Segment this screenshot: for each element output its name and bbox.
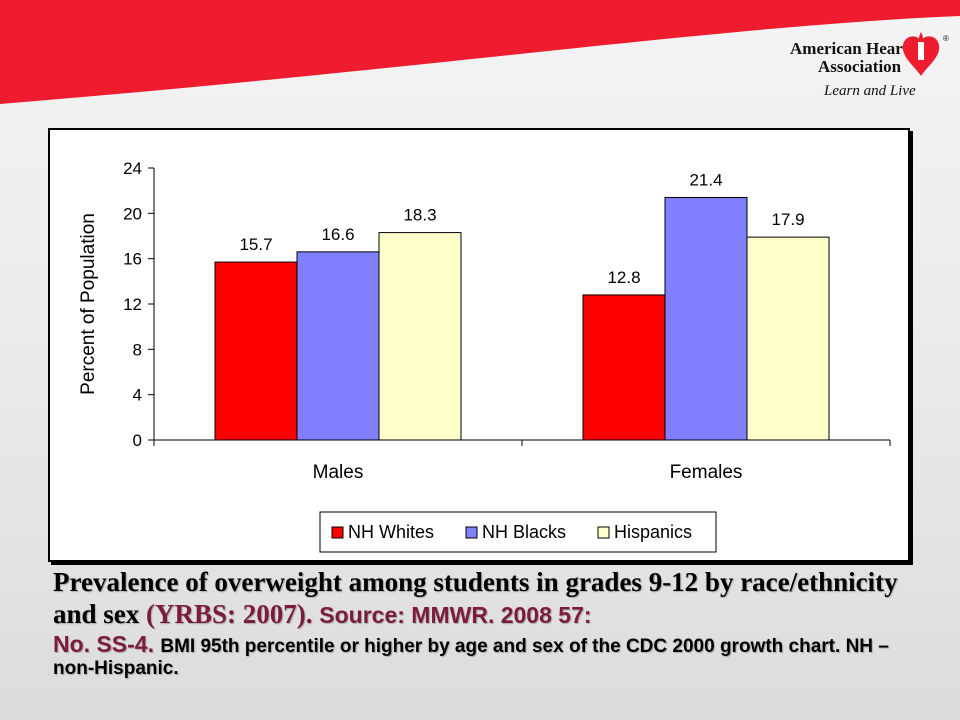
data-label: 12.8 bbox=[607, 268, 640, 287]
data-label: 21.4 bbox=[689, 170, 722, 189]
legend-label: Hispanics bbox=[614, 522, 692, 542]
data-label: 17.9 bbox=[771, 210, 804, 229]
heart-torch-icon bbox=[902, 32, 940, 76]
caption-main: Prevalence of overweight among students … bbox=[53, 567, 898, 629]
bar bbox=[582, 294, 666, 441]
logo-tagline: Learn and Live bbox=[823, 83, 916, 99]
data-label: 16.6 bbox=[321, 225, 354, 244]
caption-source-a: Source: MMWR. 2008 57: bbox=[319, 601, 592, 628]
bar bbox=[378, 232, 462, 441]
y-axis-label: Percent of Population bbox=[78, 213, 99, 395]
logo-name-line2: Association bbox=[818, 57, 902, 76]
x-category-label: Females bbox=[670, 462, 743, 483]
bar bbox=[214, 261, 298, 441]
y-tick-label: 8 bbox=[133, 340, 142, 359]
y-tick-label: 4 bbox=[133, 386, 142, 405]
bar bbox=[746, 236, 830, 441]
data-label: 18.3 bbox=[403, 206, 436, 225]
legend-swatch bbox=[597, 526, 610, 539]
y-tick-label: 20 bbox=[123, 204, 142, 223]
legend-swatch bbox=[465, 526, 478, 539]
chart-labels: 0 4 8 12 16 20 24 Percent of Population 15.7 16.6… bbox=[78, 159, 805, 483]
legend-box bbox=[319, 511, 717, 553]
caption-source-b: No. SS-4. bbox=[53, 630, 161, 657]
bar bbox=[296, 251, 380, 441]
slide-caption: Prevalence of overweight among students … bbox=[53, 567, 933, 681]
y-tick-label: 0 bbox=[133, 431, 142, 450]
aha-logo: American Heart Association Learn and Liv… bbox=[790, 32, 949, 99]
header-red-band bbox=[0, 0, 960, 104]
x-category-label: Males bbox=[313, 462, 364, 483]
bar-chart: 0 4 8 12 16 20 24 Percent of Population 15.7 16.6… bbox=[78, 159, 891, 553]
legend-swatch bbox=[331, 526, 344, 539]
y-tick-label: 12 bbox=[123, 295, 142, 314]
legend-label: NH Blacks bbox=[482, 522, 566, 542]
header-red-shape bbox=[0, 0, 960, 104]
chart-frame: 0 4 8 12 16 20 24 Percent of Population 15.7 16.6… bbox=[48, 128, 910, 562]
data-label: 15.7 bbox=[239, 235, 272, 254]
y-tick-label: 16 bbox=[123, 250, 142, 269]
legend-label: NH Whites bbox=[348, 522, 434, 542]
chart-bars bbox=[214, 196, 830, 441]
registered-mark: ® bbox=[943, 34, 949, 43]
logo-name-line1: American Heart bbox=[790, 39, 909, 58]
caption-study: (YRBS: 2007). bbox=[146, 598, 320, 629]
chart-legend: NH Whites NH Blacks Hispanics bbox=[319, 511, 717, 553]
bar bbox=[664, 196, 748, 441]
caption-note: BMI 95th percentile or higher by age and… bbox=[53, 635, 889, 680]
y-tick-label: 24 bbox=[123, 159, 142, 178]
